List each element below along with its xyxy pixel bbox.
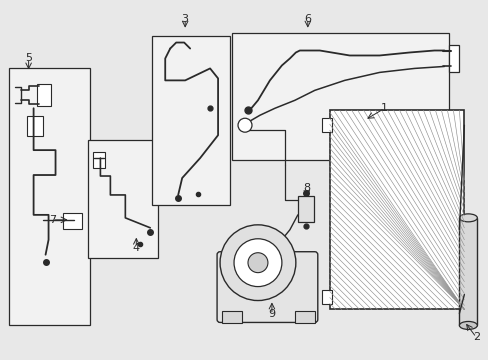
Text: 8: 8 xyxy=(303,183,310,193)
Text: 5: 5 xyxy=(25,54,32,63)
Bar xyxy=(26,116,42,136)
Text: 1: 1 xyxy=(380,103,387,113)
Text: 9: 9 xyxy=(268,310,275,319)
Bar xyxy=(62,213,82,229)
Circle shape xyxy=(247,253,267,273)
Bar xyxy=(329,110,464,310)
Circle shape xyxy=(220,225,295,301)
Text: 6: 6 xyxy=(304,14,311,24)
Bar xyxy=(37,84,50,106)
Bar xyxy=(294,311,314,323)
Ellipse shape xyxy=(458,214,476,222)
Bar xyxy=(448,45,458,72)
FancyBboxPatch shape xyxy=(217,252,317,323)
Bar xyxy=(297,196,313,222)
Bar xyxy=(222,311,242,323)
Bar xyxy=(9,68,90,325)
Bar xyxy=(232,32,448,160)
Bar xyxy=(93,152,105,168)
Bar xyxy=(458,218,476,325)
Bar xyxy=(321,289,331,303)
Bar xyxy=(88,140,158,258)
Circle shape xyxy=(234,239,281,287)
Bar xyxy=(321,118,331,132)
Circle shape xyxy=(238,118,251,132)
Text: 2: 2 xyxy=(472,332,479,342)
Text: 4: 4 xyxy=(132,243,140,253)
Ellipse shape xyxy=(458,321,476,329)
Bar xyxy=(152,36,229,205)
Text: 7: 7 xyxy=(49,215,56,225)
Text: 3: 3 xyxy=(182,14,188,24)
